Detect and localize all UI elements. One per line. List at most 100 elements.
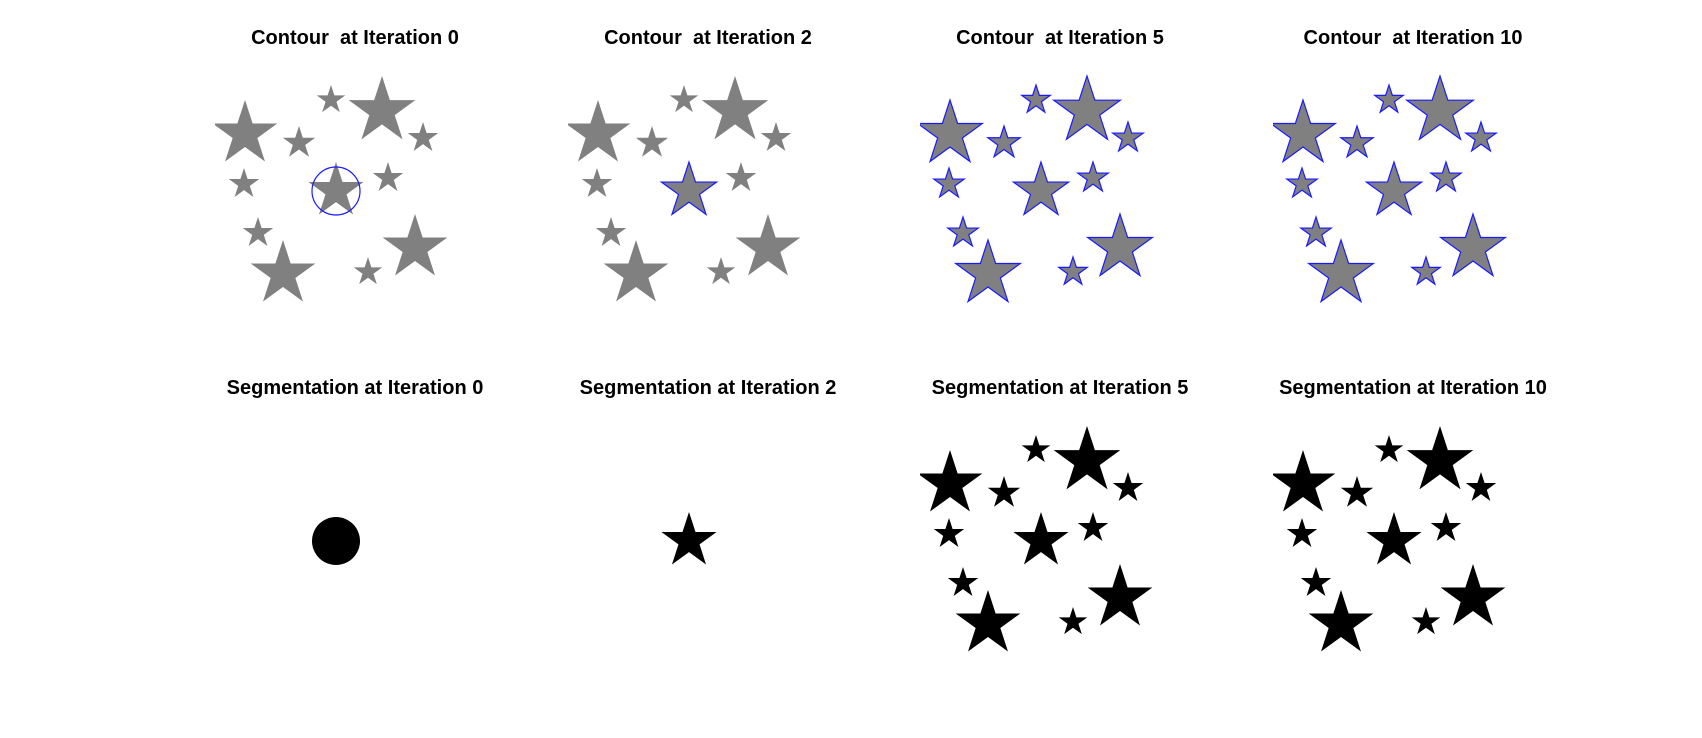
star-shape — [635, 126, 669, 157]
star-shape — [382, 214, 448, 276]
star-shape — [1075, 160, 1111, 193]
panel-title: Contour at Iteration 10 — [1303, 27, 1523, 49]
segmentation-mask — [1112, 472, 1144, 501]
segmentation-plot — [1273, 426, 1506, 652]
star-shape — [985, 124, 1023, 159]
star-shape — [282, 126, 316, 157]
star-shape — [725, 162, 757, 191]
panel-title: Segmentation at Iteration 0 — [226, 377, 484, 399]
contour-circle — [311, 166, 361, 216]
contour-panel-iter-0: Contour at Iteration 0 — [205, 26, 505, 326]
segmentation-mask — [1300, 567, 1332, 596]
star-shape — [1338, 124, 1376, 159]
segmentation-panel-iter-5: Segmentation at Iteration 5 — [910, 376, 1210, 676]
star-shape — [1404, 74, 1476, 141]
star-shape — [1306, 238, 1376, 304]
segmentation-mask — [1053, 426, 1121, 490]
segmentation-plot — [312, 517, 360, 565]
segmentation-mask — [1308, 590, 1374, 652]
segmentation-mask — [1013, 512, 1069, 565]
star-shape — [581, 168, 613, 197]
contour-plot — [1273, 74, 1508, 304]
segmentation-mask — [1021, 435, 1051, 463]
star-shape — [1085, 212, 1155, 278]
star-shape — [920, 98, 985, 164]
star-shape — [1019, 83, 1053, 114]
segmentation-panel-iter-10: Segmentation at Iteration 10 — [1263, 376, 1563, 676]
star-shape — [1051, 74, 1123, 141]
contour-plot — [215, 76, 448, 302]
segmentation-mask — [1077, 512, 1109, 541]
star-shape — [242, 217, 274, 246]
star-shape — [701, 76, 769, 140]
segmentation-mask — [933, 518, 965, 547]
segmentation-panel-iter-2: Segmentation at Iteration 2 — [558, 376, 858, 676]
star-shape — [348, 76, 416, 140]
star-shape — [1273, 98, 1338, 164]
segmentation-mask — [1406, 426, 1474, 490]
star-shape — [603, 240, 669, 302]
contour-line — [659, 160, 719, 217]
segmentation-mask — [1374, 435, 1404, 463]
star-shape — [1428, 160, 1464, 193]
segmentation-mask — [312, 517, 360, 565]
star-shape — [1298, 215, 1334, 248]
segmentation-mask — [1411, 607, 1441, 635]
segmentation-mask — [661, 512, 717, 565]
panel-title: Contour at Iteration 0 — [251, 27, 459, 49]
segmentation-mask — [955, 590, 1021, 652]
star-shape — [308, 162, 364, 215]
panel-title: Segmentation at Iteration 2 — [579, 377, 837, 399]
star-shape — [669, 85, 699, 113]
segmentation-mask — [1058, 607, 1088, 635]
segmentation-mask — [987, 476, 1021, 507]
contour-panel-iter-2: Contour at Iteration 2 — [558, 26, 858, 326]
star-shape — [1364, 160, 1424, 217]
contour-panel-iter-5: Contour at Iteration 5 — [910, 26, 1210, 326]
star-shape — [706, 257, 736, 285]
contour-plot — [920, 74, 1155, 304]
star-shape — [1438, 212, 1508, 278]
panel-title: Segmentation at Iteration 10 — [1279, 377, 1547, 399]
contour-panel-iter-10: Contour at Iteration 10 — [1263, 26, 1563, 326]
star-shape — [372, 162, 404, 191]
segmentation-mask — [1366, 512, 1422, 565]
star-shape — [945, 215, 981, 248]
segmentation-mask — [920, 450, 983, 512]
panel-title: Contour at Iteration 2 — [604, 27, 812, 49]
star-shape — [1284, 166, 1320, 199]
segmentation-mask — [1273, 450, 1336, 512]
segmentation-mask — [1087, 564, 1153, 626]
star-shape — [250, 240, 316, 302]
star-shape — [760, 122, 792, 151]
segmentation-mask — [1440, 564, 1506, 626]
segmentation-plot — [661, 512, 717, 565]
star-shape — [735, 214, 801, 276]
star-shape — [316, 85, 346, 113]
star-shape — [1056, 255, 1090, 286]
contour-plot — [568, 76, 801, 302]
star-shape — [953, 238, 1023, 304]
star-shape — [407, 122, 439, 151]
panel-title: Segmentation at Iteration 5 — [931, 377, 1189, 399]
star-shape — [353, 257, 383, 285]
star-shape — [215, 100, 278, 162]
segmentation-mask — [947, 567, 979, 596]
star-shape — [595, 217, 627, 246]
panel-title: Contour at Iteration 5 — [956, 27, 1164, 49]
segmentation-plot — [920, 426, 1153, 652]
segmentation-mask — [1340, 476, 1374, 507]
star-shape — [1372, 83, 1406, 114]
segmentation-panel-iter-0: Segmentation at Iteration 0 — [205, 376, 505, 676]
star-shape — [931, 166, 967, 199]
segmentation-mask — [1286, 518, 1318, 547]
star-shape — [568, 100, 631, 162]
star-shape — [228, 168, 260, 197]
star-shape — [1463, 120, 1499, 153]
star-shape — [1409, 255, 1443, 286]
star-shape — [661, 162, 717, 215]
segmentation-mask — [1430, 512, 1462, 541]
star-shape — [1110, 120, 1146, 153]
star-shape — [1011, 160, 1071, 217]
segmentation-mask — [1465, 472, 1497, 501]
